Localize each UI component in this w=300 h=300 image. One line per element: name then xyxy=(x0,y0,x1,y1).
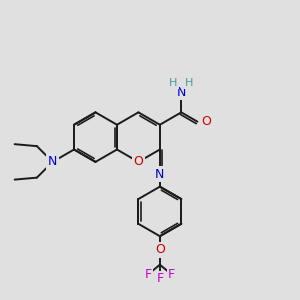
Text: N: N xyxy=(177,85,186,98)
Text: O: O xyxy=(134,155,143,168)
Text: N: N xyxy=(155,168,164,181)
Text: F: F xyxy=(168,268,175,281)
Text: O: O xyxy=(155,243,165,256)
Text: F: F xyxy=(156,272,164,285)
Text: H: H xyxy=(169,78,178,88)
Text: O: O xyxy=(201,115,211,128)
Text: H: H xyxy=(185,78,194,88)
Text: F: F xyxy=(144,268,152,281)
Text: N: N xyxy=(48,155,57,168)
